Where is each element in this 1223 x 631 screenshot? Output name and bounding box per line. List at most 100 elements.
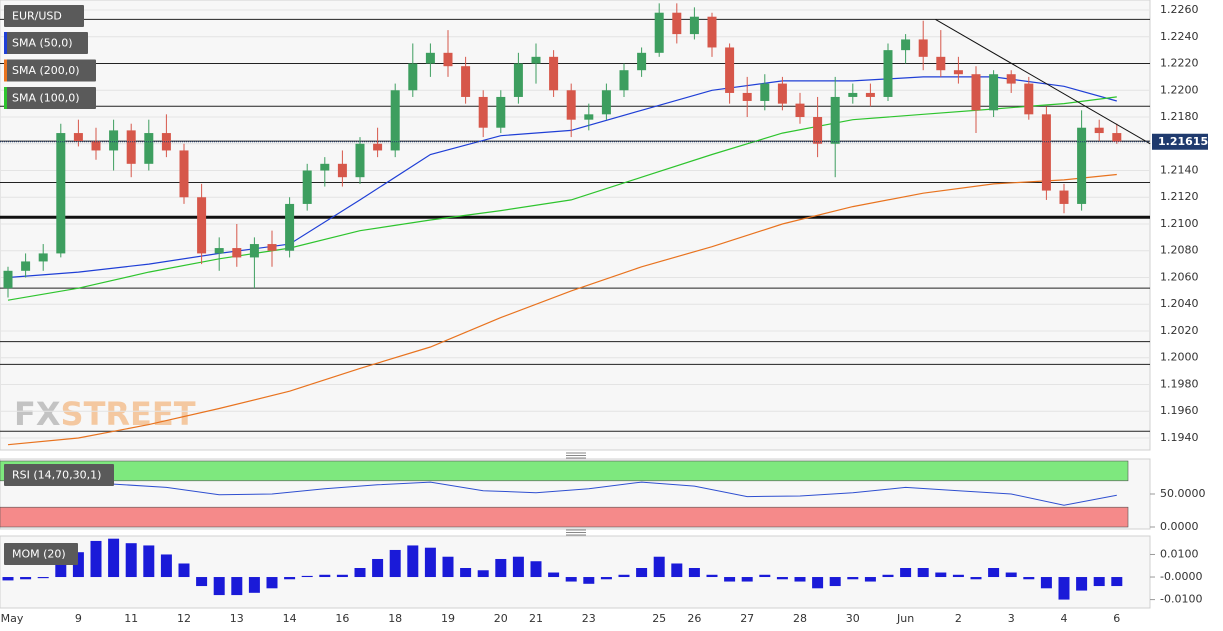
mom-bar [72,552,84,578]
candle-body [1024,83,1034,115]
legend-entry-swatch [4,87,7,109]
x-tick-label: 21 [529,612,543,625]
legend-entry: SMA (50,0) [12,37,73,50]
y-tick-label: 1.2140 [1160,164,1199,177]
rsi-band [0,506,1129,528]
mom-bar [530,561,542,578]
candle-body [1006,74,1016,84]
mom-bar [495,558,507,578]
candle-body [654,12,664,53]
candle-body [953,70,963,75]
x-tick-label: 20 [494,612,508,625]
y-tick-label: 1.2240 [1160,30,1199,43]
candle-body [883,50,893,97]
candle-body [56,133,66,254]
mom-bar [653,556,665,578]
mom-bar [671,563,683,578]
candle-body [689,16,699,35]
candle-body [425,52,435,64]
sma-line [7,96,1117,301]
y-tick-label: 1.1980 [1160,377,1199,390]
watermark-street: STREET [61,395,196,433]
mom-bar [460,568,472,578]
y-tick-label: 1.2200 [1160,83,1199,96]
candle-body [144,133,154,164]
mom-panel [0,535,1151,609]
mom-bar [407,545,419,578]
x-tick-label: 28 [793,612,807,625]
legend-entry-box [4,59,96,82]
candle-body [302,170,312,204]
candle-body [601,90,611,115]
candle-body [496,96,506,128]
mom-bar [864,577,876,582]
panel-handle[interactable] [566,452,586,459]
x-tick-label: 25 [652,612,666,625]
y-tick-label: 1.2060 [1160,270,1199,283]
y-tick-label: 1.2100 [1160,217,1199,230]
y-tick-label: 1.2080 [1160,244,1199,257]
candle-body [1112,133,1122,142]
mom-bar [55,558,67,578]
mom-bar [512,556,524,578]
mom-bar [1076,577,1088,591]
legend-entry-box [4,87,96,109]
x-tick-label: Jun [896,612,914,625]
last-price-box [1152,133,1208,150]
candle-body [1041,114,1051,191]
panel-title-box [4,543,78,565]
legend-entry: SMA (200,0) [12,64,80,77]
mom-bar [37,577,49,579]
mom-bar [548,572,560,578]
candle-body [390,90,400,151]
x-tick-label: 18 [388,612,402,625]
mom-bar [600,577,612,580]
mom-bar [90,540,102,578]
mom-bar [636,568,648,578]
y-tick-label: 1.2180 [1160,110,1199,123]
mom-bar [847,577,859,580]
candle-body [531,56,541,64]
panel-title: MOM (20) [12,548,66,561]
x-tick-label: 23 [582,612,596,625]
y-tick-label: 0.0100 [1160,547,1199,560]
mom-bar [319,574,331,578]
main-panel [0,0,1151,451]
candle-body [637,52,647,71]
candle-body [760,83,770,101]
mom-bar [882,574,894,578]
mom-bar [741,577,753,582]
candle-body [936,56,946,71]
x-tick-label: 19 [441,612,455,625]
mom-bar [301,575,313,578]
candle-body [918,39,928,57]
candle-body [109,130,119,151]
mom-bar [565,577,577,582]
candle-body [443,52,453,67]
mom-bar [1005,572,1017,578]
mom-bar [477,570,489,578]
rsi-band [0,460,1129,482]
candle-body [795,103,805,118]
mom-bar [724,577,736,582]
x-tick-label: 13 [230,612,244,625]
mom-bar [829,577,841,587]
legend-entry-box [4,32,88,54]
mom-bar [1040,577,1052,589]
panel-handle[interactable] [566,529,586,536]
x-tick-label: 30 [846,612,860,625]
candle-body [549,56,559,91]
mom-bar [1093,577,1105,587]
mom-bar [372,558,384,578]
candle-body [672,12,682,35]
candle-body [355,143,365,178]
y-tick-label: 1.2220 [1160,57,1199,70]
candle-body [989,74,999,111]
x-tick-label: 16 [335,612,349,625]
mom-bar [231,577,243,596]
x-tick-label: 4 [1061,612,1068,625]
candle-body [513,63,523,97]
candle-body [478,96,488,128]
candle-body [179,150,189,198]
mom-bar [354,568,366,578]
